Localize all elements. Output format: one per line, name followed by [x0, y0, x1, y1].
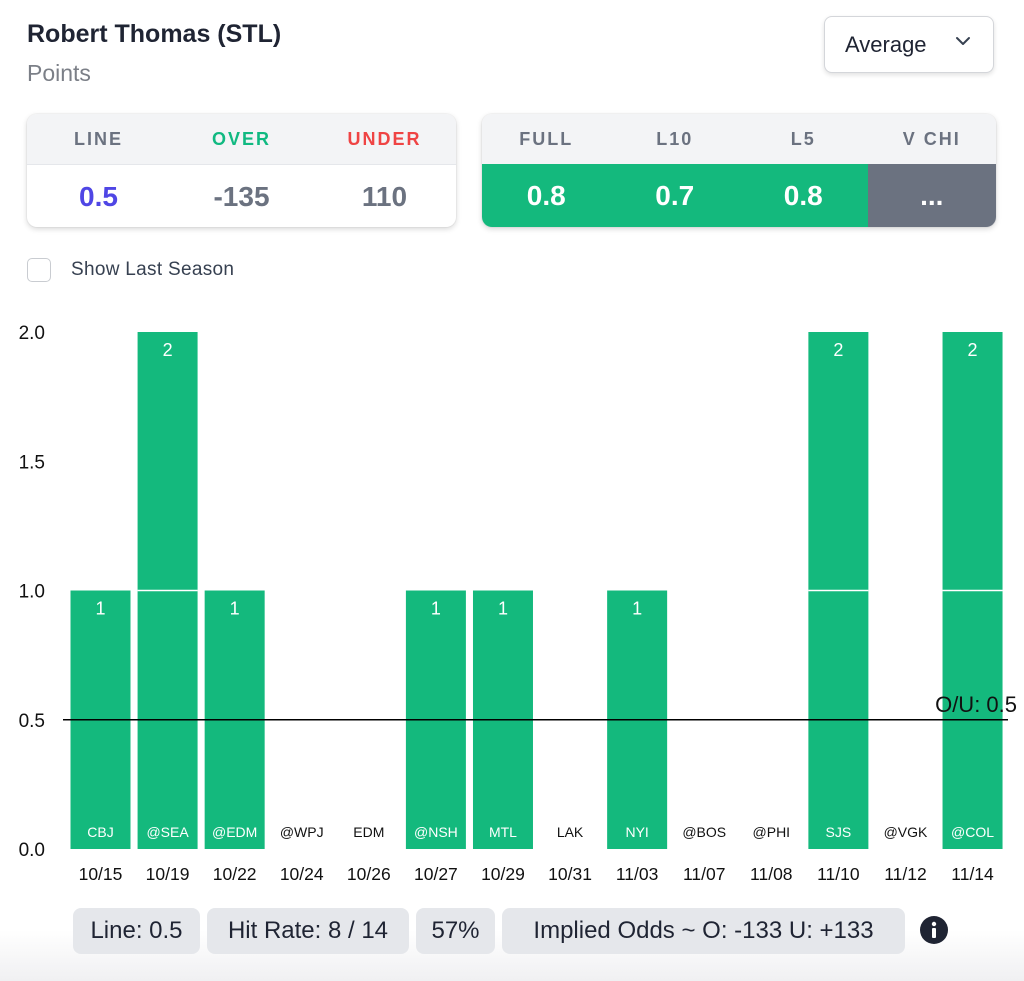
opponent-label: NYI: [625, 824, 648, 840]
y-tick-label: 0.0: [19, 840, 45, 861]
x-tick-label: 10/22: [213, 864, 257, 884]
bar-value-label: 1: [431, 599, 441, 619]
points-bar-chart: 0.0 0.5 1.0 1.5 2.0 1 CBJ 10/15 2 @SEA 10/19 1 @EDM 1…: [19, 323, 1017, 884]
chevron-down-icon: [956, 37, 970, 45]
over-under-label: O/U: 0.5: [935, 692, 1017, 717]
bar-value-label: 1: [95, 599, 105, 619]
bar-value-label: 1: [230, 599, 240, 619]
full-avg-value[interactable]: 0.8: [482, 164, 611, 227]
opponent-label: @PHI: [753, 824, 791, 840]
opponent-label: @EDM: [212, 824, 257, 840]
over-value: -135: [213, 180, 270, 212]
bar-value-label: 2: [833, 340, 843, 360]
vs-chi-avg-value[interactable]: ...: [867, 164, 996, 227]
line-pill: Line: 0.5: [73, 908, 200, 954]
player-name: Robert Thomas (STL): [27, 20, 282, 48]
opponent-label: @VGK: [884, 824, 928, 840]
x-tick-label: 10/31: [548, 864, 592, 884]
x-tick-label: 10/27: [414, 864, 458, 884]
tab-full[interactable]: FULL: [519, 128, 574, 149]
x-tick-label: 11/10: [817, 864, 860, 884]
dropdown-value: Average: [845, 31, 927, 57]
bar-segment[interactable]: [942, 332, 1003, 591]
bar-value-label: 2: [163, 340, 173, 360]
y-tick-label: 1.0: [19, 582, 45, 603]
percent-pill: 57%: [416, 908, 495, 954]
implied-odds-pill: Implied Odds ~ O: -133 U: +133: [502, 908, 905, 954]
opponent-label: @BOS: [682, 824, 726, 840]
line-value: 0.5: [79, 180, 118, 212]
opponent-label: @NSH: [414, 824, 458, 840]
bar-value-label: 2: [968, 340, 978, 360]
x-tick-label: 11/12: [884, 864, 927, 884]
over-header: OVER: [211, 128, 271, 149]
averages-card: FULL L10 L5 V CHI 0.8 0.7 0.8 ...: [482, 114, 996, 227]
odds-card: LINE OVER UNDER 0.5 -135 110: [27, 114, 456, 227]
x-tick-label: 10/19: [146, 864, 190, 884]
x-tick-label: 11/08: [750, 864, 793, 884]
opponent-label: @COL: [951, 824, 994, 840]
opponent-label: LAK: [557, 824, 584, 840]
tab-l5[interactable]: L5: [790, 128, 816, 149]
x-tick-label: 11/03: [616, 864, 659, 884]
opponent-label: @WPJ: [280, 824, 324, 840]
tab-vs-chi[interactable]: V CHI: [902, 128, 961, 149]
bar-value-label: 1: [498, 599, 508, 619]
stat-name: Points: [27, 60, 91, 86]
x-tick-label: 11/07: [683, 864, 726, 884]
average-dropdown[interactable]: Average: [824, 16, 994, 73]
bar-value-label: 1: [632, 599, 642, 619]
x-tick-label: 10/15: [79, 864, 123, 884]
under-header: UNDER: [347, 128, 422, 149]
x-tick-label: 11/14: [951, 864, 994, 884]
opponent-label: EDM: [353, 824, 384, 840]
x-tick-label: 10/26: [347, 864, 391, 884]
bar-segment[interactable]: [808, 332, 869, 591]
show-last-season-label: Show Last Season: [71, 259, 235, 280]
hit-rate-pill: Hit Rate: 8 / 14: [207, 908, 409, 954]
opponent-label: MTL: [489, 824, 517, 840]
opponent-label: SJS: [826, 824, 852, 840]
x-tick-label: 10/24: [280, 864, 324, 884]
tab-l10[interactable]: L10: [656, 128, 694, 149]
y-tick-label: 0.5: [19, 711, 45, 732]
under-value: 110: [361, 180, 408, 212]
show-last-season-checkbox[interactable]: [27, 258, 51, 282]
x-tick-label: 10/29: [481, 864, 525, 884]
opponent-label: CBJ: [87, 824, 113, 840]
l5-avg-value[interactable]: 0.8: [739, 164, 868, 227]
bar-segment[interactable]: [137, 332, 198, 591]
l10-avg-value[interactable]: 0.7: [610, 164, 739, 227]
info-icon[interactable]: [920, 916, 948, 944]
y-tick-label: 2.0: [19, 323, 45, 344]
y-tick-label: 1.5: [19, 452, 45, 473]
line-header: LINE: [73, 128, 123, 149]
opponent-label: @SEA: [146, 824, 189, 840]
